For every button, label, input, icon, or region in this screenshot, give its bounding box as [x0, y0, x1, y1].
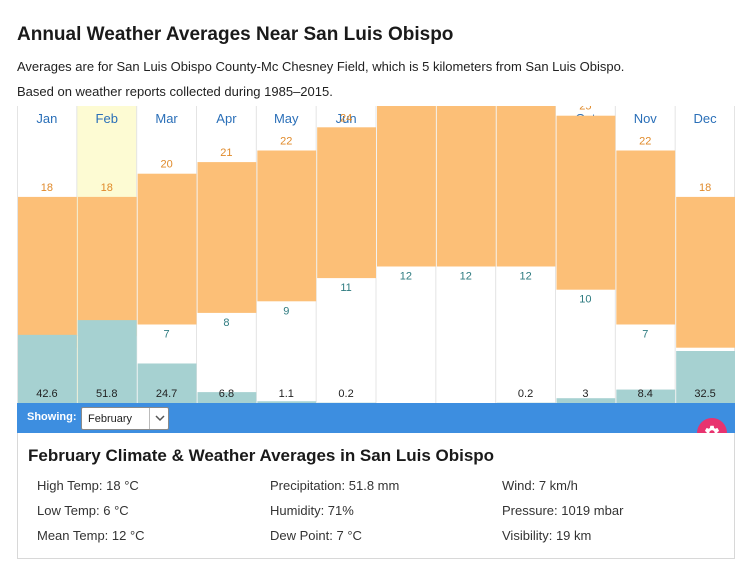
month-label: Jan — [36, 111, 57, 126]
stat-humidity: Humidity: 71% — [270, 503, 354, 518]
precip-label: 3 — [582, 388, 588, 400]
high-temp-label: 24 — [340, 112, 352, 124]
precip-label: 42.6 — [36, 388, 57, 400]
precip-bar — [257, 401, 317, 403]
month-label: May — [274, 111, 299, 126]
high-temp-label: 22 — [639, 136, 651, 148]
high-temp-label: 18 — [101, 182, 113, 194]
weather-chart: Jan18542.6Feb18651.8Mar20724.7Apr2186.8M… — [17, 106, 735, 403]
precip-bar — [197, 392, 257, 403]
precip-label: 1.1 — [279, 388, 294, 400]
precip-bar — [137, 363, 197, 403]
high-temp-label: 18 — [699, 182, 711, 194]
station-note: Averages are for San Luis Obispo County-… — [17, 59, 625, 74]
high-temp-label: 25 — [579, 106, 591, 113]
period-note: Based on weather reports collected durin… — [17, 84, 333, 99]
precip-label: 6.8 — [219, 388, 234, 400]
details-panel: February Climate & Weather Averages in S… — [17, 433, 735, 559]
high-temp-label: 21 — [220, 147, 232, 159]
precip-bar — [616, 389, 676, 403]
month-label: Apr — [216, 111, 237, 126]
stat-visibility: Visibility: 19 km — [502, 528, 592, 543]
month-label: Nov — [634, 111, 658, 126]
month-label: Jun — [336, 111, 357, 126]
low-temp-label: 8 — [223, 317, 229, 329]
low-temp-label: 9 — [283, 305, 289, 317]
stat-low-temp: Low Temp: 6 °C — [37, 503, 129, 518]
stat-precipitation: Precipitation: 51.8 mm — [270, 478, 400, 493]
select-divider — [149, 408, 150, 429]
high-temp-label: 20 — [160, 159, 172, 171]
precip-label: 8.4 — [638, 388, 653, 400]
temp-range-bar — [676, 196, 735, 348]
high-temp-label: 18 — [41, 182, 53, 194]
month-label: Dec — [694, 111, 718, 126]
stat-high-temp: High Temp: 18 °C — [37, 478, 139, 493]
temp-range-bar — [377, 106, 436, 267]
precip-bar — [77, 320, 137, 403]
temp-range-bar — [18, 196, 77, 348]
month-select[interactable]: February — [81, 407, 169, 430]
month-label: Mar — [155, 111, 178, 126]
temp-range-bar — [556, 115, 616, 290]
month-label: Feb — [96, 111, 118, 126]
temp-range-bar — [436, 106, 496, 267]
month-selector-bar: Showing: February — [17, 403, 735, 433]
temp-range-bar — [317, 127, 376, 279]
chevron-down-icon — [155, 415, 165, 422]
stat-mean-temp: Mean Temp: 12 °C — [37, 528, 145, 543]
temp-range-bar — [77, 196, 137, 337]
low-temp-label: 12 — [400, 271, 412, 283]
temp-range-bar — [496, 106, 556, 267]
low-temp-label: 7 — [642, 329, 648, 341]
temp-range-bar — [197, 162, 257, 313]
precip-bar — [676, 351, 735, 403]
precip-label: 0.2 — [338, 388, 353, 400]
precip-bar — [18, 334, 77, 403]
precip-bar — [556, 398, 616, 403]
low-temp-label: 10 — [579, 294, 591, 306]
stat-pressure: Pressure: 1019 mbar — [502, 503, 624, 518]
temp-range-bar — [137, 173, 197, 325]
temp-range-bar — [257, 150, 317, 302]
precip-label: 32.5 — [694, 388, 715, 400]
precip-label: 51.8 — [96, 388, 117, 400]
month-select-value: February — [88, 413, 133, 425]
temp-range-bar — [616, 150, 676, 325]
precip-label: 24.7 — [156, 388, 177, 400]
stat-dew-point: Dew Point: 7 °C — [270, 528, 362, 543]
precip-label: 0.2 — [518, 388, 533, 400]
showing-label: Showing: — [27, 411, 77, 423]
details-title: February Climate & Weather Averages in S… — [28, 446, 495, 465]
page-title: Annual Weather Averages Near San Luis Ob… — [17, 24, 454, 45]
low-temp-label: 12 — [460, 271, 472, 283]
low-temp-label: 11 — [340, 282, 351, 294]
low-temp-label: 7 — [164, 329, 170, 341]
low-temp-label: 12 — [519, 271, 531, 283]
high-temp-label: 22 — [280, 136, 292, 148]
stat-wind: Wind: 7 km/h — [502, 478, 578, 493]
